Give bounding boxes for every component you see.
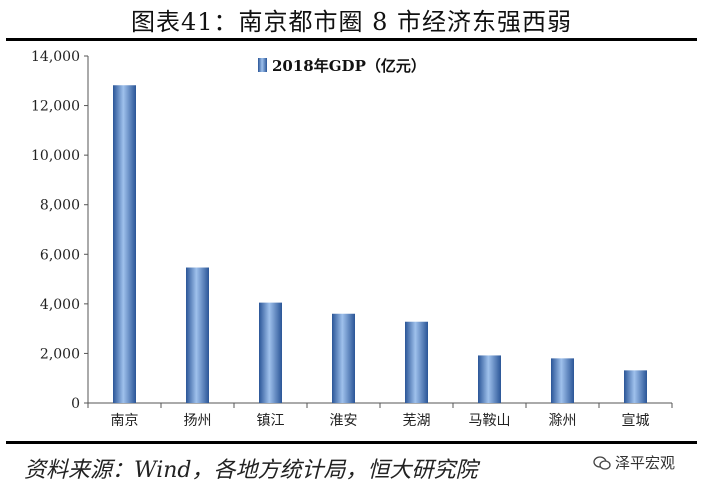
y-tick-label: 4,000 — [40, 297, 80, 313]
y-tick-label: 10,000 — [31, 148, 80, 164]
legend-swatch — [258, 58, 267, 72]
y-tick-label: 2,000 — [40, 346, 80, 362]
x-tick-label: 芜湖 — [403, 412, 431, 429]
x-tick-label: 马鞍山 — [469, 413, 511, 429]
x-tick-label: 南京 — [111, 413, 139, 429]
watermark-text: 泽平宏观 — [615, 454, 676, 472]
x-tick-label: 镇江 — [257, 413, 285, 429]
y-tick-label: 8,000 — [40, 198, 80, 214]
x-tick-label: 扬州 — [184, 413, 212, 429]
bar-3 — [259, 302, 282, 403]
bar-4 — [332, 313, 355, 403]
top-rule — [6, 38, 697, 41]
source-note: 资料来源：Wind，各地方统计局，恒大研究院 — [24, 458, 478, 483]
bar-chart: 02,0004,0006,0008,00010,00012,00014,000 … — [31, 49, 673, 429]
bar-8 — [624, 370, 647, 403]
y-tick-label: 6,000 — [40, 247, 80, 263]
legend-label: 2018年GDP（亿元） — [272, 57, 426, 75]
x-tick-label: 淮安 — [330, 413, 358, 429]
wechat-icon — [593, 455, 611, 470]
y-tick-label: 14,000 — [31, 49, 80, 65]
y-tick-label: 12,000 — [31, 99, 80, 115]
watermark: 泽平宏观 — [593, 452, 675, 473]
bar-6 — [478, 355, 501, 403]
bottom-rule — [6, 441, 697, 444]
bar-2 — [186, 267, 209, 403]
x-tick-label: 宣城 — [622, 413, 650, 429]
bar-5 — [405, 321, 428, 403]
bar-1 — [113, 85, 136, 404]
bar-7 — [551, 358, 574, 403]
chart-title: 图表41：南京都市圈 8 市经济东强西弱 — [130, 8, 573, 36]
y-tick-label: 0 — [71, 396, 80, 412]
x-tick-label: 滁州 — [549, 413, 577, 429]
